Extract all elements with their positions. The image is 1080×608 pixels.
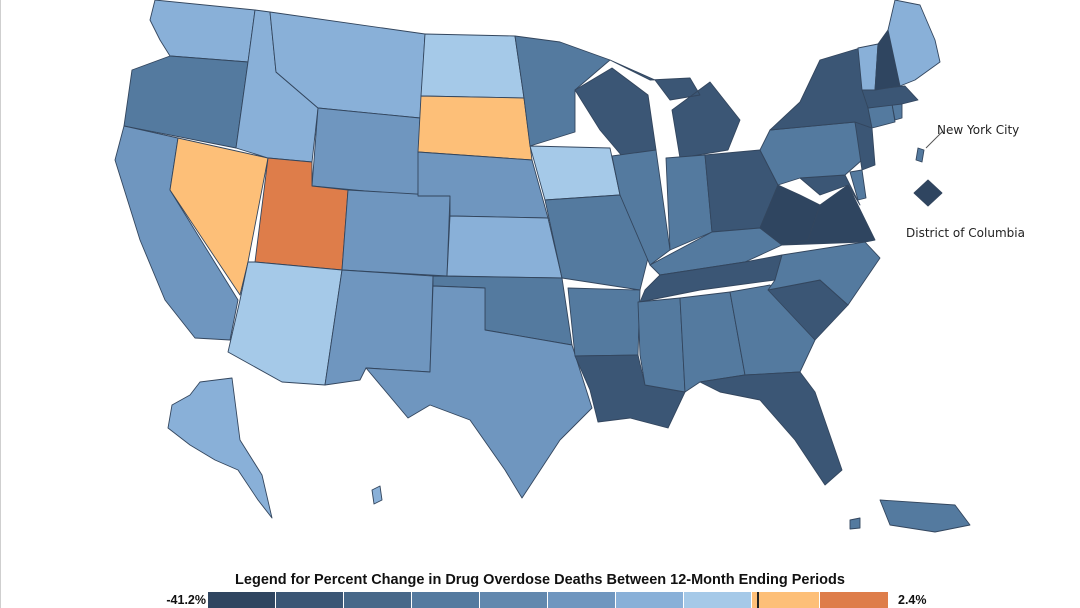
state-north-dakota[interactable] (420, 33, 525, 99)
legend-swatch-8 (684, 592, 752, 608)
nyc-label: New York City (937, 123, 1019, 137)
new-york-city-shape[interactable] (915, 147, 925, 163)
legend-swatch-6 (548, 592, 616, 608)
state-south-dakota[interactable] (417, 95, 533, 161)
state-iowa[interactable] (529, 145, 621, 201)
legend-swatch-5 (480, 592, 548, 608)
legend-swatch-9 (752, 592, 820, 608)
state-wisconsin[interactable] (574, 67, 657, 157)
legend-swatch-4 (412, 592, 480, 608)
state-maine[interactable] (887, 0, 941, 87)
state-colorado[interactable] (341, 189, 451, 277)
state-new-york[interactable] (769, 47, 873, 131)
legend-max-label: 2.4% (898, 593, 927, 607)
state-pennsylvania[interactable] (759, 121, 863, 186)
legend-color-bar (208, 592, 888, 608)
state-oregon[interactable] (123, 55, 249, 149)
state-alaska[interactable] (167, 377, 273, 519)
state-michigan[interactable] (609, 59, 741, 159)
state-new-mexico[interactable] (324, 269, 434, 386)
state-wyoming[interactable] (311, 107, 421, 197)
nyc-leader-line (925, 131, 943, 149)
legend-swatch-7 (616, 592, 684, 608)
territory-puerto-rico[interactable] (879, 499, 971, 533)
legend-title: Legend for Percent Change in Drug Overdo… (235, 572, 845, 588)
state-missouri[interactable] (544, 194, 651, 291)
state-hawaii[interactable] (371, 485, 383, 505)
state-minnesota[interactable] (514, 35, 611, 147)
legend-zero-divider (757, 592, 759, 608)
dc-label: District of Columbia (906, 226, 1025, 240)
state-kansas[interactable] (446, 215, 563, 279)
legend-swatch-10 (820, 592, 888, 608)
frame-left-border (0, 0, 1, 608)
us-choropleth-map: New York City District of Columbia (114, 0, 1025, 533)
state-north-carolina[interactable] (767, 241, 881, 306)
state-delaware[interactable] (849, 169, 867, 201)
state-louisiana[interactable] (574, 354, 686, 429)
legend-swatch-3 (344, 592, 412, 608)
state-florida[interactable] (699, 371, 843, 486)
territory-virgin-islands[interactable] (849, 517, 861, 530)
state-nevada[interactable] (169, 137, 269, 296)
state-texas[interactable] (365, 285, 593, 499)
state-mississippi[interactable] (637, 297, 686, 393)
state-arizona[interactable] (227, 261, 343, 386)
legend-min-label: -41.2% (166, 593, 206, 607)
legend-swatch-2 (276, 592, 344, 608)
state-illinois[interactable] (611, 149, 671, 266)
state-washington[interactable] (149, 0, 256, 63)
state-arkansas[interactable] (567, 287, 641, 357)
state-georgia[interactable] (729, 284, 816, 376)
legend-swatch-1 (208, 592, 276, 608)
district-of-columbia-shape[interactable] (913, 179, 943, 207)
